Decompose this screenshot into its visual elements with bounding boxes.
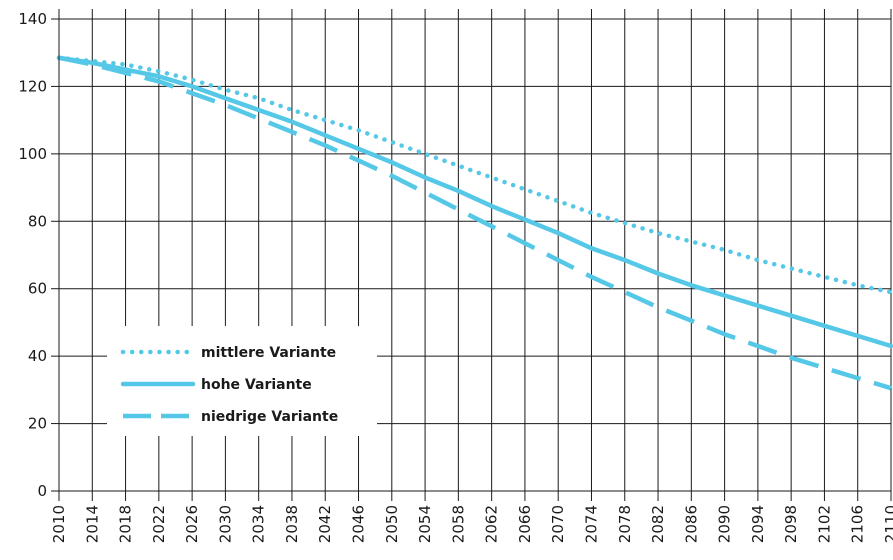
y-tick-labels: 0 20 40 60 80 100 120 140 (18, 10, 47, 500)
x-tick-label: 2050 (383, 505, 401, 543)
x-tick-label: 2098 (782, 505, 800, 543)
x-tick-label: 2022 (150, 505, 168, 543)
y-tick-label: 40 (28, 347, 47, 365)
x-tick-label: 2086 (682, 505, 700, 543)
y-tick-label: 60 (28, 280, 47, 298)
x-tick-label: 2110 (882, 505, 893, 543)
x-tick-label: 2070 (549, 505, 567, 543)
axes (51, 9, 891, 492)
x-tick-label: 2046 (350, 505, 368, 543)
x-tick-label: 2038 (283, 505, 301, 543)
series-line-dashed (58, 55, 892, 391)
series-lines (56, 55, 893, 391)
legend: mittlere Variante hohe Variante niedrige V… (107, 326, 377, 436)
x-tick-label: 2078 (616, 505, 634, 543)
series-line-solid (56, 55, 893, 349)
x-tick-label: 2034 (250, 505, 268, 543)
legend-box (107, 326, 377, 436)
legend-label: mittlere Variante (201, 345, 336, 361)
legend-label: niedrige Variante (201, 409, 338, 425)
legend-label: hohe Variante (201, 377, 312, 393)
x-tick-label: 2030 (216, 505, 234, 543)
x-tick-label: 2106 (849, 505, 867, 543)
x-tick-label: 2042 (316, 505, 334, 543)
x-tick-label: 2014 (83, 505, 101, 543)
x-tick-label: 2010 (50, 505, 68, 543)
x-tick-label: 2026 (183, 505, 201, 543)
y-tick-label: 120 (18, 77, 47, 95)
y-tick-label: 80 (28, 212, 47, 230)
x-tick-label: 2058 (449, 505, 467, 543)
y-tick-label: 20 (28, 415, 47, 433)
x-tick-label: 2066 (516, 505, 534, 543)
x-tick-label: 2090 (716, 505, 734, 543)
x-tick-label: 2102 (815, 505, 833, 543)
x-tick-label: 2018 (117, 505, 135, 543)
x-tick-label: 2094 (749, 505, 767, 543)
x-tick-label: 2074 (582, 505, 600, 543)
y-tick-label: 100 (18, 145, 47, 163)
y-tick-label: 140 (18, 10, 47, 28)
x-tick-labels: 2010 2014 2018 2022 2026 2030 2034 2038 2042 2046… (50, 505, 893, 543)
series-line-dotted (56, 55, 893, 295)
x-tick-label: 2082 (649, 505, 667, 543)
y-tick-label: 0 (37, 482, 47, 500)
x-tick-label: 2062 (483, 505, 501, 543)
x-tick-label: 2054 (416, 505, 434, 543)
